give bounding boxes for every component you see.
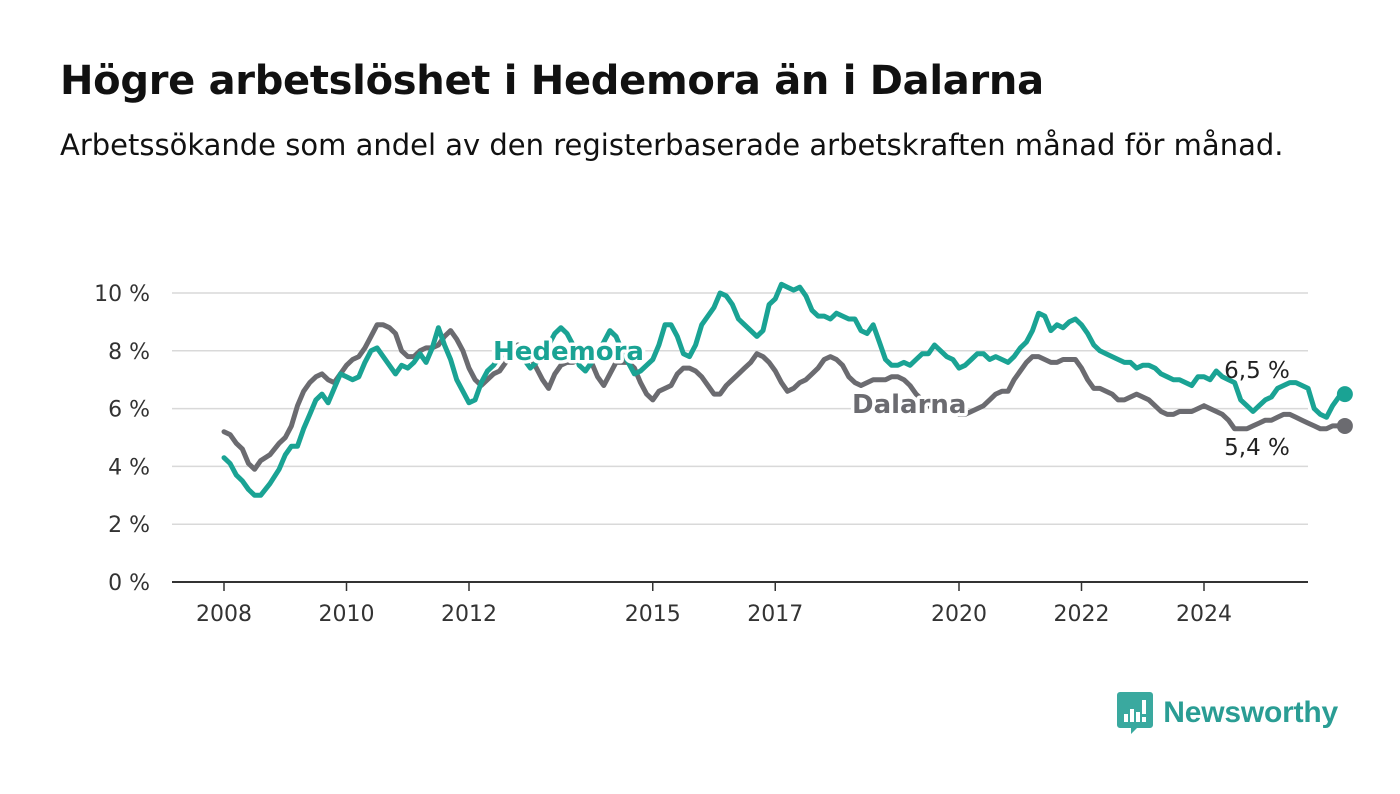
y-tick-label: 10 % bbox=[94, 282, 150, 307]
chart-subtitle: Arbetssökande som andel av den registerb… bbox=[60, 128, 1284, 162]
y-tick-label: 6 % bbox=[108, 398, 150, 423]
end-label-dalarna: 5,4 % bbox=[1224, 435, 1290, 461]
series-label-hedemora: Hedemora bbox=[493, 337, 644, 367]
x-tick-label: 2010 bbox=[319, 602, 375, 627]
y-tick-label: 4 % bbox=[108, 455, 150, 480]
series-line-hedemora bbox=[221, 281, 1348, 498]
y-tick-label: 0 % bbox=[108, 571, 150, 596]
x-tick-label: 2008 bbox=[196, 602, 252, 627]
series-labels: Hedemora Dalarna 6,5 % 5,4 % bbox=[490, 334, 1290, 462]
newsworthy-logo-icon bbox=[1117, 692, 1154, 734]
series-label-dalarna: Dalarna bbox=[852, 390, 966, 420]
x-tick-label: 2022 bbox=[1054, 602, 1110, 627]
series-line-dalarna bbox=[221, 322, 1348, 472]
x-axis: 2008 2010 2012 2015 2017 2020 2022 2024 bbox=[172, 581, 1308, 627]
x-tick-label: 2015 bbox=[625, 602, 681, 627]
x-tick-label: 2024 bbox=[1176, 602, 1232, 627]
x-tick-label: 2017 bbox=[747, 602, 803, 627]
newsworthy-logo[interactable]: Newsworthy bbox=[1117, 692, 1338, 734]
end-label-hedemora: 6,5 % bbox=[1224, 358, 1290, 384]
y-axis: 0 % 2 % 4 % 6 % 8 % 10 % bbox=[94, 282, 150, 596]
gridlines bbox=[172, 292, 1308, 525]
y-tick-label: 8 % bbox=[108, 340, 150, 365]
chart-title: Högre arbetslöshet i Hedemora än i Dalar… bbox=[60, 58, 1044, 104]
y-tick-label: 2 % bbox=[108, 513, 150, 538]
end-point-hedemora bbox=[1336, 386, 1353, 403]
end-point-dalarna bbox=[1336, 417, 1353, 434]
newsworthy-logo-text: Newsworthy bbox=[1163, 696, 1338, 729]
x-tick-label: 2012 bbox=[441, 602, 497, 627]
x-tick-label: 2020 bbox=[931, 602, 987, 627]
series-lines bbox=[221, 281, 1353, 498]
